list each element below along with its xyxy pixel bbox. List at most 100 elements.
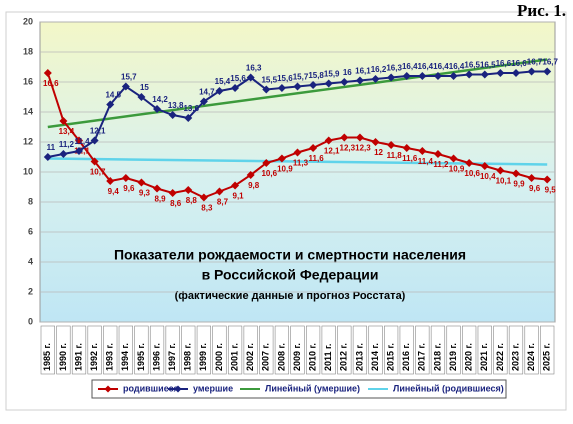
data-point bbox=[75, 147, 84, 155]
x-tick-label: 1998 г. bbox=[183, 343, 193, 371]
x-tick-label: 2008 г. bbox=[276, 343, 286, 371]
value-label: 12,1 bbox=[324, 147, 340, 156]
data-point bbox=[433, 150, 442, 158]
value-label: 8,8 bbox=[186, 196, 198, 205]
x-tick-box bbox=[134, 325, 149, 375]
value-label: 11,4 bbox=[74, 137, 90, 146]
data-point bbox=[355, 76, 364, 85]
x-tick-box bbox=[508, 325, 524, 375]
x-tick-label: 1996 г. bbox=[151, 343, 161, 371]
data-point bbox=[137, 178, 146, 187]
data-point bbox=[106, 100, 115, 109]
chart-subtitle: (фактические данные и прогноз Росстата) bbox=[175, 290, 406, 302]
x-tick-box bbox=[446, 325, 461, 375]
data-point bbox=[402, 72, 411, 80]
value-label: 16,5 bbox=[480, 61, 496, 70]
value-label: 12,3 bbox=[355, 144, 371, 153]
data-point bbox=[371, 75, 380, 83]
y-tick-label: 2 bbox=[28, 286, 33, 296]
x-tick-label: 2014 г. bbox=[370, 343, 380, 371]
data-point bbox=[387, 141, 396, 149]
value-label: 8,3 bbox=[201, 204, 213, 213]
data-point bbox=[324, 79, 333, 88]
data-point bbox=[496, 166, 505, 175]
value-label: 15,8 bbox=[308, 71, 324, 80]
x-tick-box bbox=[306, 325, 321, 375]
x-tick-label: 2007 г. bbox=[261, 343, 271, 371]
legend-label: Линейный (умершие) bbox=[265, 383, 360, 393]
y-tick-label: 4 bbox=[28, 256, 33, 266]
value-label: 11 bbox=[47, 143, 56, 152]
x-tick-box bbox=[524, 325, 539, 375]
x-tick-box bbox=[274, 325, 289, 375]
x-tick-box bbox=[337, 325, 352, 375]
y-tick-label: 0 bbox=[28, 316, 33, 326]
value-label: 10,4 bbox=[480, 172, 496, 181]
data-point bbox=[59, 117, 68, 125]
x-tick-label: 2009 г. bbox=[292, 343, 302, 371]
data-point bbox=[168, 111, 177, 119]
x-tick-label: 1995 г. bbox=[136, 343, 146, 371]
value-label: 10,6 bbox=[464, 169, 480, 178]
x-tick-box bbox=[118, 325, 133, 375]
y-tick-label: 16 bbox=[23, 76, 33, 86]
value-label: 9,3 bbox=[139, 189, 151, 198]
data-point bbox=[231, 84, 240, 92]
value-label: 15,4 bbox=[215, 77, 231, 86]
value-label: 8,6 bbox=[170, 199, 182, 208]
value-label: 11,8 bbox=[387, 151, 403, 160]
trend-line bbox=[47, 157, 548, 166]
data-point bbox=[59, 150, 68, 158]
value-label: 8,9 bbox=[154, 195, 166, 204]
x-tick-box bbox=[243, 325, 258, 375]
x-tick-box bbox=[493, 325, 508, 375]
x-tick-box bbox=[103, 325, 118, 375]
value-label: 16,4 bbox=[449, 62, 465, 71]
x-tick-box bbox=[384, 325, 399, 375]
value-label: 11,3 bbox=[293, 159, 309, 168]
value-label: 12 bbox=[374, 148, 383, 157]
value-label: 16 bbox=[343, 68, 352, 77]
data-point bbox=[449, 72, 458, 80]
data-point bbox=[371, 138, 380, 146]
x-tick-label: 1993 г. bbox=[105, 343, 115, 371]
value-label: 12,1 bbox=[90, 127, 106, 136]
data-point bbox=[340, 133, 349, 142]
value-label: 16,3 bbox=[386, 64, 402, 73]
x-tick-label: 1991 г. bbox=[73, 343, 83, 371]
value-label: 9,6 bbox=[529, 184, 541, 193]
x-tick-label: 1985 г. bbox=[42, 343, 52, 371]
data-point bbox=[121, 82, 130, 91]
data-point bbox=[90, 136, 99, 145]
legend-marker bbox=[104, 385, 112, 393]
data-point bbox=[184, 186, 193, 194]
data-point bbox=[199, 193, 208, 202]
value-label: 16,6 bbox=[496, 59, 512, 68]
data-point bbox=[277, 154, 286, 163]
data-point bbox=[43, 153, 52, 161]
data-point bbox=[293, 82, 302, 91]
value-label: 9,6 bbox=[123, 184, 135, 193]
y-tick-label: 6 bbox=[28, 226, 33, 236]
chart-title: Показатели рождаемости и смертности насе… bbox=[114, 247, 466, 263]
data-point bbox=[543, 67, 552, 76]
frame bbox=[5, 11, 567, 411]
x-tick-label: 2012 г. bbox=[339, 343, 349, 371]
data-point bbox=[75, 136, 84, 145]
data-point bbox=[168, 189, 177, 197]
data-point bbox=[465, 159, 474, 167]
data-point bbox=[262, 159, 271, 167]
value-label: 15,7 bbox=[293, 73, 309, 82]
y-tick-label: 20 bbox=[23, 16, 33, 26]
value-label: 16,4 bbox=[418, 62, 434, 71]
x-tick-box bbox=[181, 325, 196, 375]
legend-label: родившиеся bbox=[123, 383, 179, 393]
data-point bbox=[340, 78, 349, 86]
data-point bbox=[511, 169, 520, 178]
data-point bbox=[184, 114, 193, 122]
x-tick-box bbox=[212, 325, 227, 375]
value-label: 10,1 bbox=[496, 177, 512, 186]
data-point bbox=[480, 162, 489, 170]
data-point bbox=[199, 97, 208, 106]
